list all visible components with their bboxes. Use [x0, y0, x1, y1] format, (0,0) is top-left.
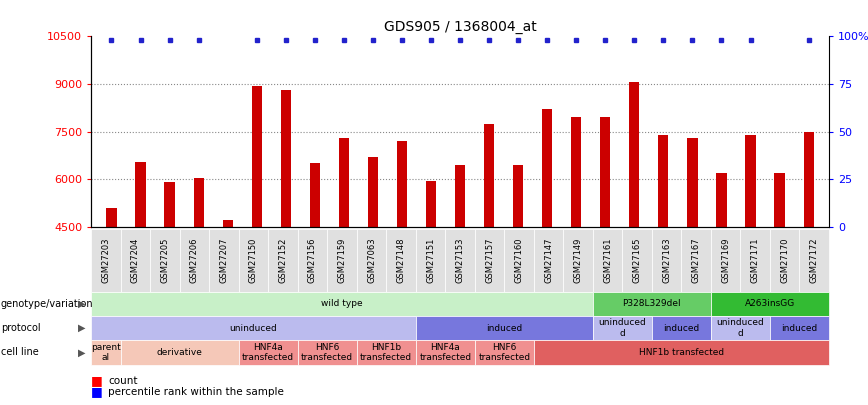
Bar	[716, 173, 727, 369]
Text: GSM27163: GSM27163	[662, 237, 671, 283]
Bar	[804, 132, 813, 369]
Text: GSM27150: GSM27150	[249, 237, 258, 283]
Text: HNF1b transfected: HNF1b transfected	[639, 348, 724, 357]
Text: GSM27206: GSM27206	[190, 237, 199, 283]
Bar	[600, 117, 610, 369]
Text: GSM27156: GSM27156	[308, 237, 317, 283]
Text: GSM27148: GSM27148	[397, 237, 405, 283]
Text: ▶: ▶	[77, 299, 85, 309]
Text: ▶: ▶	[77, 347, 85, 357]
Bar	[222, 220, 233, 369]
Text: uninduced
d: uninduced d	[598, 318, 647, 338]
Text: genotype/variation: genotype/variation	[1, 299, 94, 309]
Text: ▶: ▶	[77, 323, 85, 333]
Text: HNF1b
transfected: HNF1b transfected	[360, 343, 412, 362]
Text: A263insGG: A263insGG	[745, 299, 795, 308]
Text: GSM27160: GSM27160	[515, 237, 523, 283]
Text: GSM27205: GSM27205	[161, 237, 169, 283]
Text: parent
al: parent al	[91, 343, 121, 362]
Text: GSM27151: GSM27151	[426, 237, 435, 283]
Text: GSM27161: GSM27161	[603, 237, 612, 283]
Text: GSM27147: GSM27147	[544, 237, 553, 283]
Text: GSM27159: GSM27159	[338, 237, 346, 283]
Text: induced: induced	[663, 324, 700, 333]
Text: GSM27152: GSM27152	[279, 237, 287, 283]
Bar	[629, 83, 640, 369]
Text: HNF6
transfected: HNF6 transfected	[301, 343, 353, 362]
Text: cell line: cell line	[1, 347, 38, 357]
Text: HNF4a
transfected: HNF4a transfected	[242, 343, 294, 362]
Bar	[397, 141, 407, 369]
Bar	[687, 138, 698, 369]
Text: ■: ■	[91, 385, 103, 398]
Bar	[280, 90, 291, 369]
Text: GSM27165: GSM27165	[633, 237, 641, 283]
Bar	[107, 208, 116, 369]
Text: GSM27157: GSM27157	[485, 237, 494, 283]
Text: GSM27063: GSM27063	[367, 237, 376, 283]
Bar	[746, 135, 756, 369]
Text: uninduced
d: uninduced d	[716, 318, 765, 338]
Text: wild type: wild type	[321, 299, 363, 308]
Text: induced: induced	[486, 324, 523, 333]
Title: GDS905 / 1368004_at: GDS905 / 1368004_at	[384, 20, 536, 34]
Text: GSM27153: GSM27153	[456, 237, 464, 283]
Text: percentile rank within the sample: percentile rank within the sample	[108, 387, 285, 396]
Bar	[339, 138, 349, 369]
Text: ■: ■	[91, 374, 103, 387]
Bar	[164, 182, 174, 369]
Bar	[194, 178, 204, 369]
Text: GSM27204: GSM27204	[131, 237, 140, 283]
Bar	[426, 181, 436, 369]
Text: uninduced: uninduced	[229, 324, 278, 333]
Bar	[484, 124, 494, 369]
Text: GSM27170: GSM27170	[780, 237, 789, 283]
Bar	[135, 162, 146, 369]
Text: GSM27169: GSM27169	[721, 237, 730, 283]
Text: GSM27207: GSM27207	[220, 237, 228, 283]
Text: GSM27167: GSM27167	[692, 237, 700, 283]
Bar	[658, 135, 668, 369]
Text: GSM27171: GSM27171	[751, 237, 760, 283]
Text: GSM27172: GSM27172	[810, 237, 819, 283]
Bar	[455, 165, 465, 369]
Text: P328L329del: P328L329del	[622, 299, 681, 308]
Text: GSM27203: GSM27203	[102, 237, 110, 283]
Bar	[542, 109, 552, 369]
Bar	[310, 163, 320, 369]
Text: induced: induced	[781, 324, 818, 333]
Bar	[368, 157, 378, 369]
Text: count: count	[108, 376, 138, 386]
Text: HNF6
transfected: HNF6 transfected	[478, 343, 530, 362]
Text: GSM27149: GSM27149	[574, 237, 582, 283]
Text: protocol: protocol	[1, 323, 41, 333]
Bar	[513, 165, 523, 369]
Bar	[774, 173, 785, 369]
Text: HNF4a
transfected: HNF4a transfected	[419, 343, 471, 362]
Bar	[571, 117, 582, 369]
Bar	[252, 85, 262, 369]
Text: derivative: derivative	[157, 348, 202, 357]
